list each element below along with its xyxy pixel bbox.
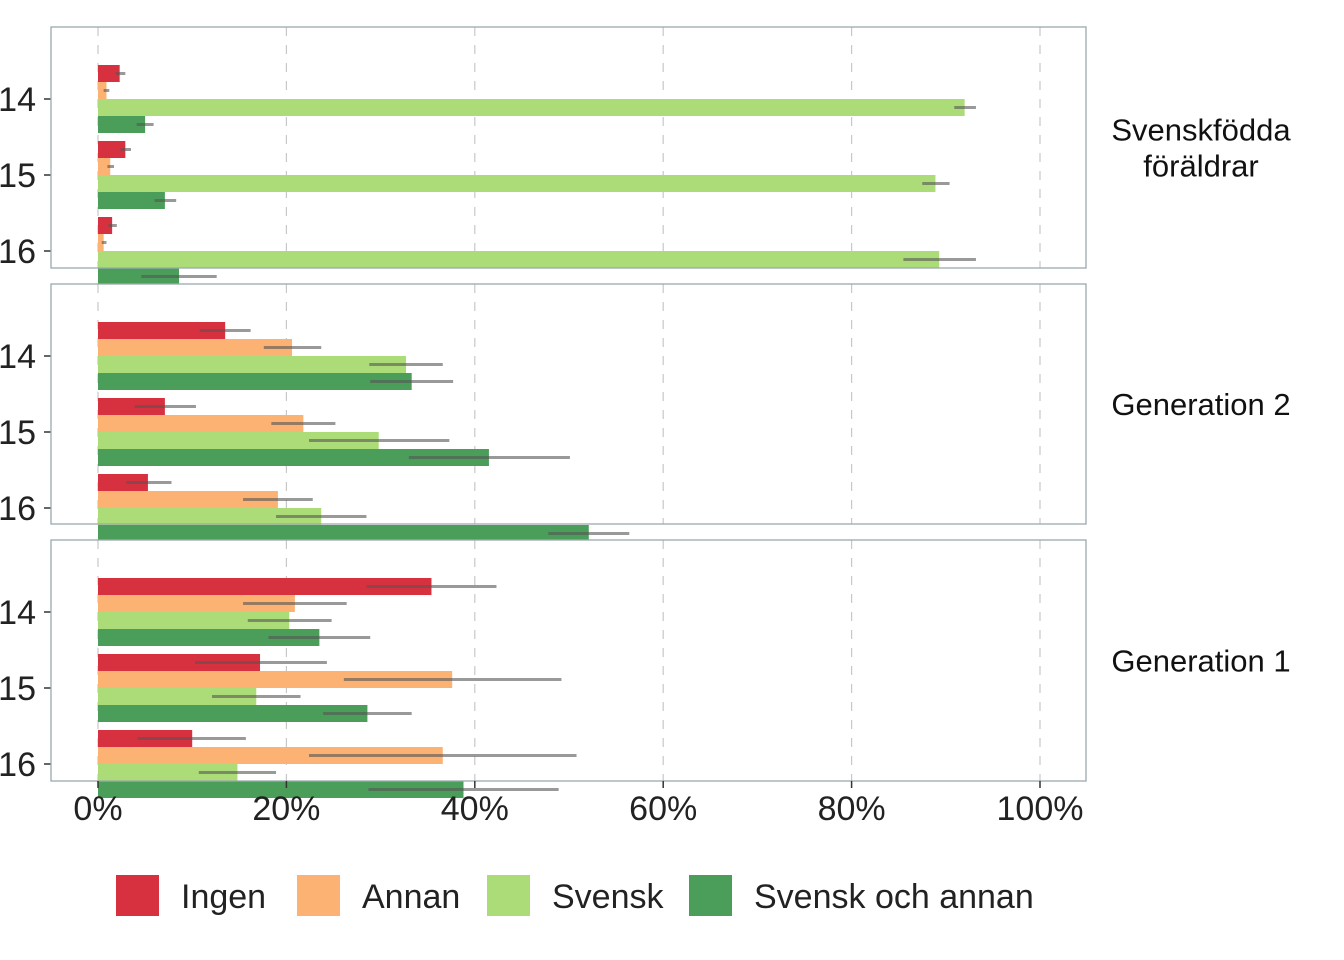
y-tick-label: 15	[0, 157, 36, 195]
y-tick-label: 15	[0, 414, 36, 452]
panel-background	[51, 27, 1086, 268]
bar-svensk	[98, 356, 407, 373]
legend-label: Svensk och annan	[754, 878, 1034, 916]
bar-ingen	[98, 578, 432, 595]
bar-svensk	[98, 688, 257, 705]
bar-ingen	[98, 217, 113, 234]
x-tick-label: 20%	[252, 790, 320, 828]
x-axis: 0% 20% 40% 60% 80% 100%	[73, 781, 1083, 828]
bar-svensk-och-annan	[98, 705, 368, 722]
bar-annan	[98, 82, 107, 99]
bar-ingen	[98, 65, 120, 82]
bar-annan	[98, 234, 104, 251]
legend-swatch	[116, 875, 159, 916]
facet-panel-3: 14 15 16 Generation 1	[0, 539, 1291, 798]
panel-border	[50, 539, 1087, 782]
y-tick-label: 16	[0, 233, 36, 271]
bar-svensk	[98, 432, 379, 449]
bar-svensk	[98, 251, 940, 268]
panel-border	[50, 283, 1087, 525]
bar-ingen	[98, 141, 126, 158]
bar-svensk	[98, 508, 322, 525]
bar-annan	[98, 415, 304, 432]
bar-group-15	[98, 398, 570, 466]
bar-ingen	[98, 398, 165, 415]
bar-annan	[98, 491, 278, 508]
bar-group-16	[98, 217, 976, 285]
bar-svensk-och-annan	[98, 781, 464, 798]
bar-group-16	[98, 730, 577, 798]
legend-swatch	[689, 875, 732, 916]
x-tick-label: 40%	[441, 790, 509, 828]
bar-svensk-och-annan	[98, 449, 489, 466]
bar-svensk-och-annan	[98, 268, 180, 285]
bar-ingen	[98, 654, 261, 671]
legend-swatch	[297, 875, 340, 916]
y-tick-label: 16	[0, 746, 36, 784]
bar-svensk-och-annan	[98, 629, 320, 646]
legend-swatch	[487, 875, 530, 916]
legend-label: Ingen	[181, 878, 266, 916]
bar-group-14	[98, 322, 454, 390]
bar-svensk-och-annan	[98, 525, 589, 542]
y-tick-label: 14	[0, 338, 36, 376]
facet-strip-label: Svenskfödda	[1111, 113, 1291, 148]
bar-group-16	[98, 474, 630, 542]
bar-annan	[98, 595, 295, 612]
bar-svensk	[98, 612, 290, 629]
legend: Ingen Annan Svensk Svensk och annan	[116, 875, 1034, 916]
panel-border	[50, 26, 1087, 269]
y-tick-label: 16	[0, 490, 36, 528]
bar-ingen	[98, 322, 226, 339]
bar-annan	[98, 158, 111, 175]
bar-ingen	[98, 474, 148, 491]
bar-svensk-och-annan	[98, 116, 146, 133]
legend-item-svensk: Svensk	[487, 875, 664, 916]
x-tick-label: 0%	[73, 790, 122, 828]
legend-item-ingen: Ingen	[116, 875, 266, 916]
y-tick-label: 14	[0, 81, 36, 119]
facet-panel-2: 14 15 16 Generation 2	[0, 283, 1291, 542]
bar-svensk	[98, 175, 936, 192]
bar-svensk	[98, 99, 965, 116]
bar-annan	[98, 671, 453, 688]
facet-strip-label: Generation 2	[1111, 387, 1290, 422]
x-tick-label: 80%	[818, 790, 886, 828]
bar-svensk-och-annan	[98, 192, 165, 209]
y-tick-label: 14	[0, 594, 36, 632]
bar-annan	[98, 339, 293, 356]
panel-background	[51, 284, 1086, 524]
bar-group-15	[98, 141, 950, 209]
legend-item-annan: Annan	[297, 875, 460, 916]
bar-group-15	[98, 654, 562, 722]
bar-group-14	[98, 65, 976, 133]
bar-svensk	[98, 764, 238, 781]
x-tick-label: 100%	[997, 790, 1084, 828]
x-tick-label: 60%	[629, 790, 697, 828]
legend-label: Annan	[362, 878, 460, 916]
facet-strip-label: föräldrar	[1143, 149, 1258, 184]
bar-annan	[98, 747, 443, 764]
facet-strip-label: Generation 1	[1111, 644, 1290, 679]
legend-label: Svensk	[552, 878, 664, 916]
bar-group-14	[98, 578, 497, 646]
bar-svensk-och-annan	[98, 373, 412, 390]
y-tick-label: 15	[0, 670, 36, 708]
legend-item-svensk-och-annan: Svensk och annan	[689, 875, 1034, 916]
